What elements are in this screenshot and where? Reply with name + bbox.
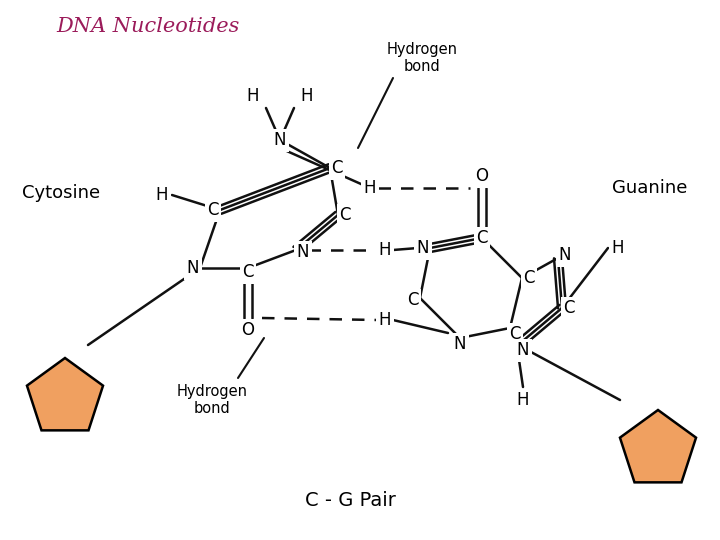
- Text: H: H: [379, 311, 391, 329]
- Text: N: N: [417, 239, 429, 257]
- Polygon shape: [27, 358, 103, 430]
- Text: C: C: [476, 229, 487, 247]
- Text: H: H: [301, 87, 313, 105]
- Text: N: N: [297, 243, 310, 261]
- Text: C: C: [563, 299, 575, 317]
- Text: Guanine: Guanine: [612, 179, 688, 197]
- Text: C: C: [207, 201, 219, 219]
- Text: C: C: [523, 269, 535, 287]
- Text: C - G Pair: C - G Pair: [305, 490, 395, 510]
- Text: H: H: [612, 239, 624, 257]
- Text: C: C: [339, 206, 351, 224]
- Text: O: O: [475, 167, 488, 185]
- Text: N: N: [186, 259, 199, 277]
- Text: Hydrogen
bond: Hydrogen bond: [176, 384, 248, 416]
- Text: N: N: [454, 335, 467, 353]
- Text: H: H: [156, 186, 168, 204]
- Text: H: H: [379, 241, 391, 259]
- Text: H: H: [247, 87, 259, 105]
- Text: Cytosine: Cytosine: [22, 184, 100, 202]
- Text: C: C: [242, 263, 253, 281]
- Text: H: H: [364, 179, 377, 197]
- Text: C: C: [509, 325, 521, 343]
- Text: N: N: [517, 341, 529, 359]
- Text: O: O: [241, 321, 254, 339]
- Text: C: C: [408, 291, 419, 309]
- Text: C: C: [331, 159, 343, 177]
- Text: N: N: [274, 131, 287, 149]
- Text: H: H: [517, 391, 529, 409]
- Text: DNA Nucleotides: DNA Nucleotides: [56, 17, 240, 37]
- Text: Hydrogen
bond: Hydrogen bond: [387, 42, 457, 74]
- Polygon shape: [620, 410, 696, 482]
- Text: N: N: [559, 246, 571, 264]
